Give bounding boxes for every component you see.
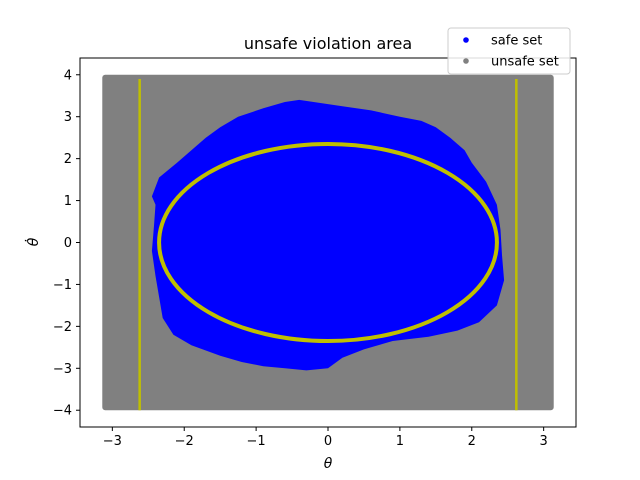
x-tick-label: 1 [396, 434, 404, 449]
y-axis: −4 −3 −2 −1 0 1 2 3 4 [53, 68, 80, 419]
legend-box [447, 27, 571, 75]
plot-area [102, 74, 554, 411]
y-tick-label: −4 [53, 404, 72, 419]
x-tick-label: 2 [468, 434, 476, 449]
y-tick-label: 4 [64, 68, 72, 83]
x-axis-label: θ [324, 456, 333, 472]
x-tick-label: −2 [175, 434, 194, 449]
y-tick-label: 3 [64, 110, 72, 125]
y-tick-label: −2 [53, 320, 72, 335]
chart-title: unsafe violation area [244, 34, 412, 53]
x-axis: −3 −2 −1 0 1 2 3 [103, 427, 548, 449]
legend-label: safe set [491, 34, 542, 49]
y-tick-label: −1 [53, 278, 72, 293]
y-axis-label: θ̇ [24, 237, 42, 246]
x-tick-label: −1 [247, 434, 266, 449]
x-tick-label: 3 [540, 434, 548, 449]
legend-marker [463, 58, 469, 64]
legend-label: unsafe set [491, 55, 559, 70]
y-tick-label: −3 [53, 362, 72, 377]
safe-set-region [151, 99, 505, 371]
legend-marker [463, 37, 469, 43]
y-tick-label: 1 [64, 194, 72, 209]
y-tick-label: 0 [64, 236, 72, 251]
legend: safe set unsafe set [447, 27, 571, 75]
x-tick-label: −3 [103, 434, 122, 449]
y-tick-label: 2 [64, 152, 72, 167]
boundary-ellipse [157, 141, 499, 344]
x-tick-label: 0 [324, 434, 332, 449]
